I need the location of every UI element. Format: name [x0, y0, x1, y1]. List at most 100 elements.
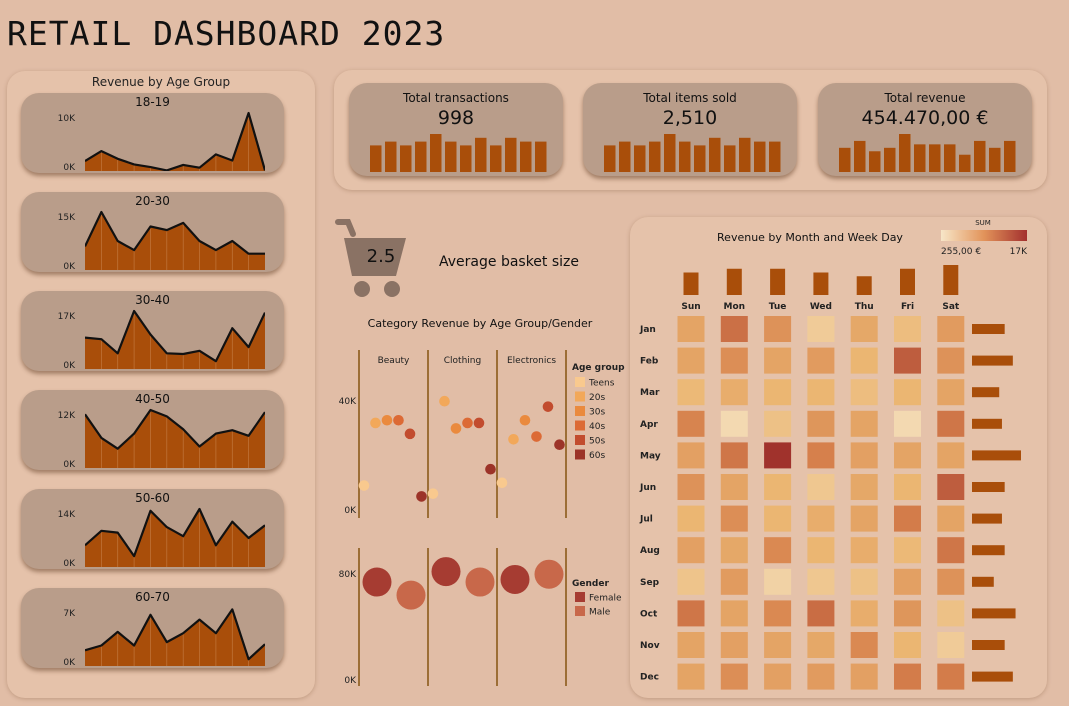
heatmap-cell [677, 632, 705, 658]
heatmap-cell [764, 347, 792, 374]
age-group-card: 50-60 14K 0K [21, 489, 284, 569]
heatmap-cell [937, 632, 965, 658]
kpi-bar [914, 144, 926, 172]
area-fill [85, 410, 265, 468]
kpi-bar [520, 141, 532, 172]
age-group-card: 60-70 7K 0K [21, 588, 284, 668]
kpi-bar [370, 145, 382, 172]
kpi-bar [490, 145, 502, 172]
day-label: Wed [810, 302, 832, 312]
age-area-chart [85, 309, 265, 369]
gender-point [396, 580, 426, 610]
heatmap-cell [937, 505, 965, 532]
heatmap-cell [720, 568, 748, 595]
heatmap-cell [677, 316, 705, 342]
heatmap-cell [677, 442, 705, 469]
kpi-bar [869, 151, 881, 172]
basket-value: 2.5 [366, 246, 396, 267]
age-point [462, 417, 473, 429]
day-total-bar [900, 268, 915, 295]
heatmap-cell [677, 663, 705, 690]
heatmap-cell [764, 632, 792, 658]
month-label: Feb [640, 357, 659, 367]
gender-legend-label: Female [589, 594, 622, 604]
day-label: Mon [724, 302, 746, 312]
basket-label: Average basket size [439, 254, 580, 270]
age-legend-label: 60s [589, 451, 605, 461]
kpi-bar [649, 141, 661, 172]
age-point [381, 414, 393, 426]
age-point [508, 433, 519, 445]
month-label: Dec [640, 673, 659, 683]
day-label: Fri [901, 302, 914, 312]
heatmap-cell [807, 505, 835, 532]
kpi-bar [754, 141, 766, 172]
kpi-bar [1004, 140, 1016, 172]
age-legend-swatch [575, 420, 585, 431]
kpi-bar [944, 144, 956, 172]
heatmap-cell [894, 474, 921, 500]
age-point [370, 417, 381, 429]
heatmap-cell [894, 347, 921, 374]
day-total-bar [726, 268, 742, 295]
age-point [393, 414, 404, 426]
heatmap-cell [937, 474, 965, 500]
age-legend-label: 30s [589, 408, 605, 418]
kpi-bar [899, 134, 911, 172]
age-point [485, 463, 496, 475]
day-total-bar [770, 268, 786, 295]
kpi-bar [769, 141, 781, 172]
heatmap-cell [807, 410, 835, 437]
heatmap-svg: Revenue by Month and Week Day SUM 255,00 €… [639, 219, 1028, 690]
heatmap-legend-title: SUM [975, 219, 991, 227]
heatmap-cell [850, 632, 878, 658]
heatmap-cell [894, 379, 921, 406]
kpi-bar [694, 145, 706, 172]
month-total-bar [972, 671, 1013, 682]
kpi-bar [619, 141, 631, 172]
gender-legend-label: Male [589, 608, 611, 618]
kpi-bar [959, 154, 971, 172]
kpi-bar [854, 140, 866, 172]
age-point [427, 488, 439, 499]
basket-section: 2.5 Average basket size [334, 218, 624, 300]
kpi-bar [535, 141, 547, 172]
heatmap-legend-gradient [941, 230, 1027, 241]
month-total-bar [972, 640, 1005, 650]
area-fill [85, 509, 265, 567]
age-group-card: 40-50 12K 0K [21, 390, 284, 470]
heatmap-cell [764, 568, 792, 595]
age-group-label: 18-19 [135, 95, 170, 109]
heatmap-cell [720, 379, 748, 406]
heatmap-cell [807, 568, 835, 595]
month-total-bar [972, 387, 1000, 398]
y-axis-top-label: 14K [57, 510, 75, 520]
heatmap-cell [720, 663, 748, 690]
day-label: Sun [681, 302, 700, 312]
category-chart-title: Category Revenue by Age Group/Gender [368, 317, 593, 330]
heatmap-cell [850, 600, 878, 627]
age-legend-label: 50s [589, 437, 605, 447]
y-axis-top-label: 15K [57, 213, 75, 223]
kpi-bar [709, 137, 721, 172]
area-line [85, 111, 265, 171]
area-fill [85, 311, 265, 369]
age-point [450, 423, 462, 434]
heatmap-cell [720, 600, 748, 627]
heatmap-cell [677, 410, 705, 437]
age-group-card: 30-40 17K 0K [21, 291, 284, 371]
month-total-bar [972, 545, 1005, 556]
heatmap-cell [850, 347, 878, 374]
month-total-bar [972, 355, 1013, 366]
month-total-bar [972, 324, 1005, 334]
age-point [519, 414, 531, 426]
area-line [85, 507, 265, 558]
kpi-label: Total revenue [884, 91, 966, 105]
y-axis-bottom-label: 0K [63, 361, 75, 371]
y-axis-top-label: 17K [57, 312, 75, 322]
heatmap-cell [894, 316, 921, 342]
gender-axis-top-label: 80K [339, 570, 357, 580]
heatmap-cell [677, 600, 705, 627]
category-header: Electronics [507, 356, 556, 366]
age-point [416, 491, 427, 502]
